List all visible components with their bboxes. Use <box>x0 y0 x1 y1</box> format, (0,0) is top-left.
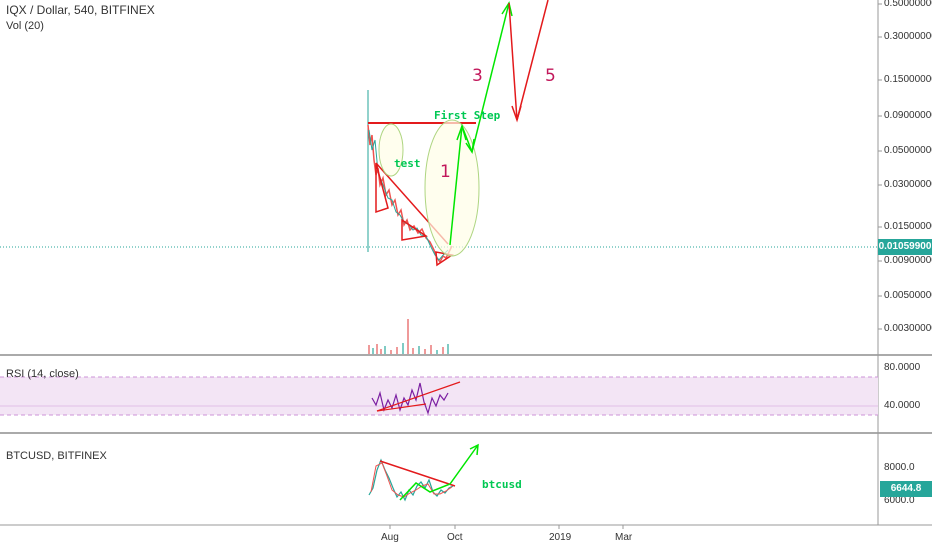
price-tick-label: 0.00500000 <box>884 290 932 301</box>
rsi-trendline[interactable] <box>376 381 461 412</box>
time-tick-label: 2019 <box>549 532 572 543</box>
rsi-tick-label: 40.0000 <box>884 400 921 411</box>
price-tick-label: 0.15000000 <box>884 74 932 85</box>
annotation-btcusd[interactable]: btcusd <box>482 478 522 491</box>
volume-label[interactable]: Vol (20) <box>6 20 44 32</box>
price-tick-label: 0.05000000 <box>884 145 932 156</box>
time-tick-label: Mar <box>615 532 633 543</box>
btc-label[interactable]: BTCUSD, BITFINEX <box>6 450 107 462</box>
wave-label-3[interactable]: 3 <box>472 66 483 86</box>
btc-trendline[interactable] <box>379 460 456 487</box>
rsi-trendline[interactable] <box>376 403 427 412</box>
wave-label-1[interactable]: 1 <box>440 162 451 182</box>
btc-tick-label: 8000.0 <box>884 462 915 473</box>
volume-bars <box>368 319 449 354</box>
annotation-first-step[interactable]: First Step <box>434 109 501 122</box>
time-tick-label: Oct <box>447 532 463 543</box>
price-tick-label: 0.30000000 <box>884 31 932 42</box>
price-tick-label: 0.50000000 <box>884 0 932 9</box>
btc-current-price-badge: 6644.8 <box>880 481 932 497</box>
current-price-badge: 0.01059900 <box>878 239 932 255</box>
rsi-tick-label: 80.0000 <box>884 362 921 373</box>
btc-arrow[interactable] <box>399 444 479 501</box>
time-tick-label: Aug <box>381 532 399 543</box>
annotation-test[interactable]: test <box>394 157 421 170</box>
btc-arrow-head <box>469 443 479 456</box>
price-tick-label: 0.03000000 <box>884 179 932 190</box>
wave-label-5[interactable]: 5 <box>545 66 556 86</box>
price-tick-marks <box>878 3 882 330</box>
price-tick-label: 0.01500000 <box>884 221 932 232</box>
price-tick-label: 0.00900000 <box>884 255 932 266</box>
price-tick-label: 0.00300000 <box>884 323 932 334</box>
btc-price-series-down[interactable] <box>370 462 453 498</box>
drawing-tools[interactable] <box>368 0 549 267</box>
price-tick-label: 0.09000000 <box>884 110 932 121</box>
rsi-label[interactable]: RSI (14, close) <box>6 368 79 380</box>
symbol-title[interactable]: IQX / Dollar, 540, BITFINEX <box>6 3 155 17</box>
btc-tick-label: 6000.0 <box>884 495 915 506</box>
